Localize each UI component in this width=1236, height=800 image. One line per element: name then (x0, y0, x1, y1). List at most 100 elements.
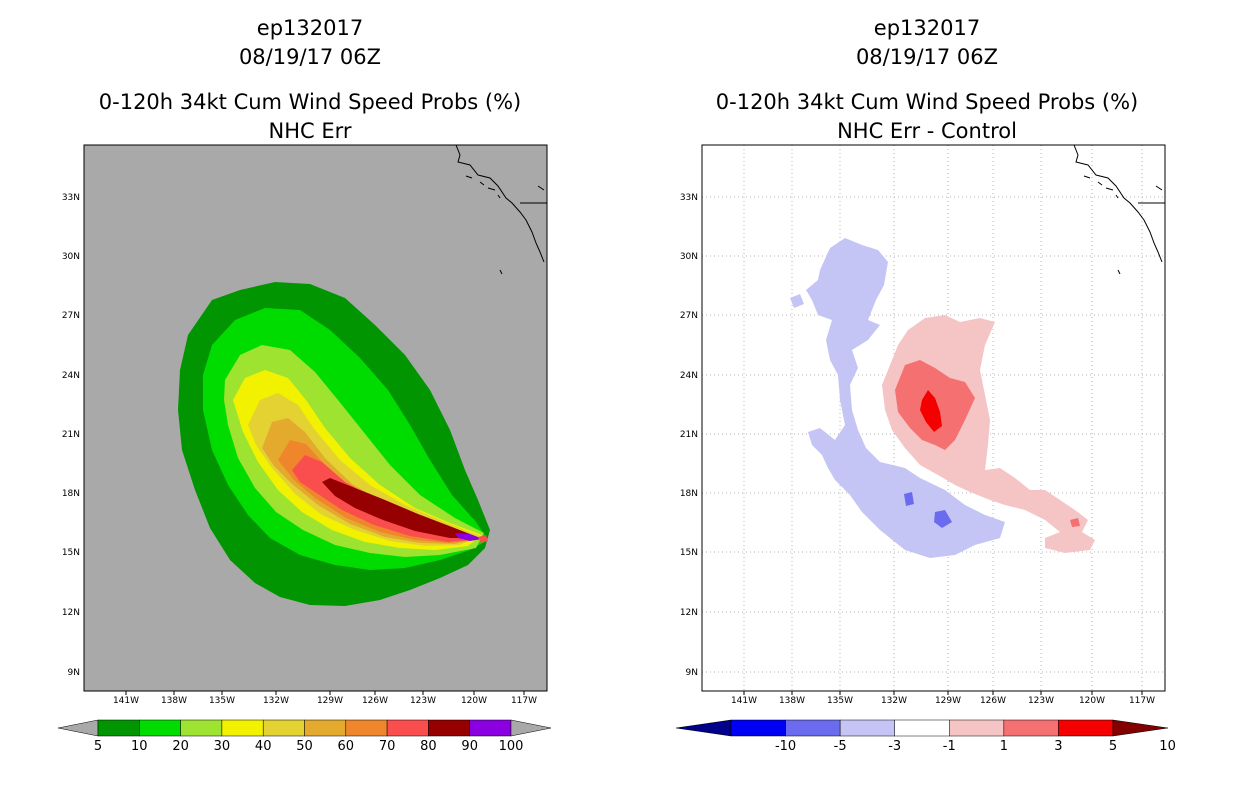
diff-neg-3-to-5-b (934, 510, 952, 528)
left-map-frame (83, 144, 548, 692)
colorbar-swatch (180, 719, 223, 737)
lat-tick-label: 24N (62, 371, 80, 381)
colorbar-over-triangle (510, 719, 552, 737)
lon-tick-label: 123W (1028, 696, 1054, 706)
lon-tick-label: 132W (881, 696, 907, 706)
colorbar-label: 1 (1000, 739, 1008, 754)
colorbar-over-triangle (1112, 719, 1169, 737)
colorbar-swatch (469, 719, 512, 737)
right-axis-labels: 141W 138W 135W 132W 129W 126W 123W 120W 117W 33N 3… (680, 193, 1155, 706)
lon-tick-label: 129W (935, 696, 961, 706)
left-probability-contours (178, 282, 490, 606)
contour-40 (248, 393, 480, 546)
lon-tick-label: 117W (1129, 696, 1155, 706)
contour-90 (455, 533, 482, 541)
colorbar-label: 50 (296, 739, 313, 754)
colorbar-label: 20 (172, 739, 189, 754)
lat-tick-label: 21N (680, 430, 698, 440)
left-datetime: 08/19/17 06Z (238, 45, 382, 69)
diff-pos-small (1070, 518, 1080, 527)
lat-tick-label: 12N (680, 608, 698, 618)
colorbar-swatch (949, 719, 1005, 737)
contour-50 (262, 418, 482, 544)
colorbar-label: -1 (943, 739, 956, 754)
lon-tick-label: 138W (779, 696, 805, 706)
right-map-frame (701, 144, 1166, 692)
colorbar-under-triangle (57, 719, 99, 737)
colorbar-label: 100 (499, 739, 524, 754)
lon-tick-label: 135W (827, 696, 853, 706)
colorbar-label: 40 (255, 739, 272, 754)
right-method-label: NHC Err - Control (837, 119, 1017, 143)
left-colorbar: 5 10 20 30 40 50 60 70 80 90 100 (57, 719, 552, 754)
lon-tick-label: 126W (980, 696, 1006, 706)
lat-tick-label: 33N (62, 193, 80, 203)
colorbar-label: -10 (775, 739, 796, 754)
right-panel-title: ep132017 08/19/17 06Z (627, 14, 1227, 72)
colorbar-label: -5 (834, 739, 847, 754)
colorbar-swatch (221, 719, 264, 737)
colorbar-swatch (139, 719, 181, 737)
lon-tick-label: 135W (209, 696, 235, 706)
lat-tick-label: 21N (62, 430, 80, 440)
right-map-panel (701, 144, 1166, 692)
colorbar-label: 60 (338, 739, 355, 754)
colorbar-swatch (262, 719, 305, 737)
left-method-label: NHC Err (268, 119, 352, 143)
colorbar-label: 30 (214, 739, 231, 754)
colorbar-label: 10 (1159, 739, 1176, 754)
lon-tick-label: 120W (1079, 696, 1105, 706)
right-colorbar: -10 -5 -3 -1 1 3 5 10 (675, 719, 1176, 754)
colorbar-label: 10 (131, 739, 148, 754)
left-axis-labels: 141W 138W 135W 132W 129W 126W 123W 120W 117W 33N 3… (62, 193, 537, 706)
lat-tick-label: 24N (680, 371, 698, 381)
colorbar-swatch (785, 719, 841, 737)
left-storm-id: ep132017 (256, 16, 364, 40)
left-map-panel (83, 144, 548, 692)
lon-tick-label: 141W (113, 696, 139, 706)
right-datetime: 08/19/17 06Z (855, 45, 999, 69)
lat-tick-label: 30N (680, 252, 698, 262)
colorbar-label: 70 (379, 739, 396, 754)
colorbar-under-triangle (675, 719, 732, 737)
colorbar-swatch (345, 719, 388, 737)
diff-pos-5-to-10 (920, 390, 942, 432)
left-panel-title: ep132017 08/19/17 06Z (10, 14, 610, 72)
colorbar-swatch (97, 719, 140, 737)
left-panel-subtitle: 0-120h 34kt Cum Wind Speed Probs (%) NHC… (10, 88, 610, 146)
colorbar-label: 90 (461, 739, 478, 754)
lat-tick-label: 18N (62, 489, 80, 499)
diff-neg-1-to-3 (806, 238, 1005, 558)
colorbar-label: -3 (888, 739, 901, 754)
colorbar-swatch (1058, 719, 1114, 737)
right-difference-contours (790, 238, 1095, 558)
colorbar-swatch (1003, 719, 1059, 737)
contour-100 (478, 535, 488, 543)
left-coastline (455, 145, 547, 275)
lon-tick-label: 117W (511, 696, 537, 706)
colorbar-label: 3 (1054, 739, 1062, 754)
lat-tick-label: 12N (62, 608, 80, 618)
lat-tick-label: 27N (680, 311, 698, 321)
lon-tick-label: 129W (317, 696, 343, 706)
diff-neg-3-to-5-a (904, 492, 914, 506)
right-product-title: 0-120h 34kt Cum Wind Speed Probs (%) (715, 90, 1139, 114)
colorbar-label: 5 (94, 739, 102, 754)
colorbar-swatch (428, 719, 470, 737)
left-product-title: 0-120h 34kt Cum Wind Speed Probs (%) (98, 90, 522, 114)
lat-tick-label: 33N (680, 193, 698, 203)
lat-tick-label: 15N (680, 548, 698, 558)
colorbar-swatch (730, 719, 786, 737)
colorbar-label: 5 (1109, 739, 1117, 754)
lon-tick-label: 126W (362, 696, 388, 706)
lat-tick-label: 18N (680, 489, 698, 499)
lon-tick-label: 132W (263, 696, 289, 706)
lat-tick-label: 9N (68, 668, 80, 678)
lat-tick-label: 27N (62, 311, 80, 321)
lon-tick-label: 123W (410, 696, 436, 706)
colorbar-swatch (839, 719, 895, 737)
right-panel-subtitle: 0-120h 34kt Cum Wind Speed Probs (%) NHC… (627, 88, 1227, 146)
diff-neg-small-blob (790, 294, 804, 308)
lon-tick-label: 120W (461, 696, 487, 706)
